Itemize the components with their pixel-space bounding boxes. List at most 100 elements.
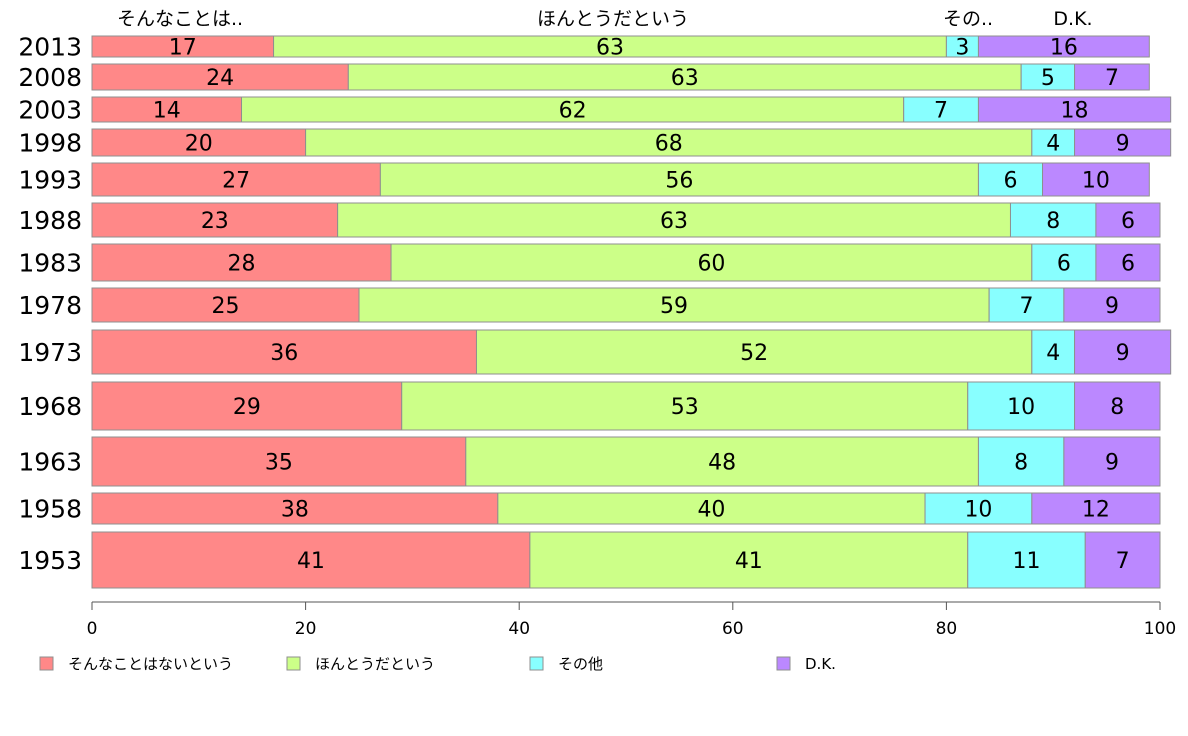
- bar-segment-1963-0: [91, 436, 467, 487]
- bar-segment-1993-0: [91, 162, 381, 197]
- bar-segment-1988-0: [91, 202, 339, 238]
- bar-segment-1988-3: [1095, 202, 1161, 238]
- year-label-1963: 1963: [18, 448, 82, 477]
- bar-segment-1983-0: [91, 243, 392, 282]
- bar-segment-1998-0: [91, 128, 307, 157]
- bar-segment-1973-1: [475, 329, 1033, 375]
- data-label-1978-3: 9: [1105, 294, 1119, 319]
- bar-segment-1953-1: [529, 531, 969, 589]
- bar-segment-1973-3: [1074, 329, 1172, 375]
- x-tick-label-40: 40: [508, 619, 530, 639]
- data-label-1958-3: 12: [1082, 498, 1110, 523]
- data-label-1968-2: 10: [1007, 395, 1035, 420]
- data-label-1998-2: 4: [1046, 132, 1060, 157]
- data-label-1993-0: 27: [222, 169, 250, 194]
- data-label-2008-3: 7: [1105, 66, 1119, 91]
- bar-segment-2003-1: [241, 96, 905, 123]
- bar-segment-2008-2: [1020, 63, 1076, 91]
- bar-segment-2003-0: [91, 96, 243, 123]
- legend-swatch-2: [529, 656, 544, 671]
- data-label-2013-0: 17: [169, 36, 197, 61]
- data-label-1988-0: 23: [201, 209, 229, 234]
- x-tick-label-80: 80: [936, 619, 958, 639]
- bar-segment-1963-1: [465, 436, 979, 487]
- bar-segment-1978-2: [988, 287, 1065, 323]
- bar-segment-1968-2: [967, 381, 1076, 431]
- data-label-2013-2: 3: [955, 36, 969, 61]
- data-label-1978-0: 25: [212, 294, 240, 319]
- bar-segment-1973-2: [1031, 329, 1076, 375]
- bar-segment-1988-1: [337, 202, 1011, 238]
- bar-segment-1998-2: [1031, 128, 1076, 157]
- bar-segment-1998-1: [305, 128, 1033, 157]
- data-label-1993-3: 10: [1082, 169, 1110, 194]
- data-label-1958-2: 10: [964, 498, 992, 523]
- data-label-1998-3: 9: [1116, 132, 1130, 157]
- data-label-1998-1: 68: [655, 132, 683, 157]
- data-label-2003-1: 62: [559, 99, 587, 124]
- data-label-1963-2: 8: [1014, 451, 1028, 476]
- data-label-1963-3: 9: [1105, 451, 1119, 476]
- data-label-1958-1: 40: [697, 498, 725, 523]
- year-label-1983: 1983: [18, 249, 82, 278]
- data-label-1958-0: 38: [281, 498, 309, 523]
- data-label-2008-1: 63: [671, 66, 699, 91]
- legend-label-1: ほんとうだという: [315, 655, 435, 673]
- data-label-1983-2: 6: [1057, 252, 1071, 277]
- legend-label-0: そんなことはないという: [68, 655, 233, 673]
- bar-segment-1973-0: [91, 329, 477, 375]
- data-label-1973-0: 36: [270, 341, 298, 366]
- x-tick-label-60: 60: [722, 619, 744, 639]
- bar-segment-1958-0: [91, 492, 499, 525]
- data-label-1988-3: 6: [1121, 209, 1135, 234]
- bar-segment-1993-3: [1042, 162, 1150, 197]
- data-label-2003-0: 14: [153, 99, 181, 124]
- legend-label-2: その他: [558, 655, 603, 673]
- legend-swatch-0: [39, 656, 54, 671]
- bar-segment-1963-3: [1063, 436, 1161, 487]
- data-label-1953-0: 41: [297, 549, 325, 574]
- bar-segment-1983-1: [390, 243, 1033, 282]
- data-label-1983-3: 6: [1121, 252, 1135, 277]
- legend-label-3: D.K.: [805, 655, 836, 673]
- data-label-2003-2: 7: [934, 99, 948, 124]
- bar-segment-2008-0: [91, 63, 349, 91]
- year-label-2003: 2003: [18, 96, 82, 125]
- x-tick-label-100: 100: [1144, 619, 1176, 639]
- year-label-2008: 2008: [18, 63, 82, 92]
- column-header-3: D.K.: [1053, 8, 1092, 30]
- bar-segment-2003-3: [977, 96, 1172, 123]
- year-label-1968: 1968: [18, 392, 82, 421]
- data-label-1988-2: 8: [1046, 209, 1060, 234]
- bar-segment-1998-3: [1074, 128, 1172, 157]
- data-label-1963-1: 48: [708, 451, 736, 476]
- data-label-1998-0: 20: [185, 132, 213, 157]
- bar-segment-1983-3: [1095, 243, 1161, 282]
- data-label-2008-2: 5: [1041, 66, 1055, 91]
- year-label-1973: 1973: [18, 338, 82, 367]
- bar-segment-2013-3: [977, 35, 1150, 58]
- data-label-1973-1: 52: [740, 341, 768, 366]
- bar-segment-1958-1: [497, 492, 926, 525]
- legend-swatch-1: [286, 656, 301, 671]
- bar-segment-2003-2: [903, 96, 979, 123]
- data-label-1983-0: 28: [228, 252, 256, 277]
- data-label-1988-1: 63: [660, 209, 688, 234]
- year-label-2013: 2013: [18, 33, 82, 62]
- column-header-1: ほんとうだという: [537, 8, 689, 30]
- data-label-1963-0: 35: [265, 451, 293, 476]
- year-label-1993: 1993: [18, 166, 82, 195]
- bar-segment-1958-3: [1031, 492, 1161, 525]
- bar-segment-1953-0: [91, 531, 531, 589]
- data-label-1983-1: 60: [697, 252, 725, 277]
- data-label-1978-2: 7: [1020, 294, 1034, 319]
- data-label-1993-1: 56: [665, 169, 693, 194]
- data-label-1968-1: 53: [671, 395, 699, 420]
- bar-segment-1968-3: [1074, 381, 1161, 431]
- year-label-1978: 1978: [18, 291, 82, 320]
- bar-segment-1993-1: [379, 162, 979, 197]
- data-label-1978-1: 59: [660, 294, 688, 319]
- data-label-2008-0: 24: [206, 66, 234, 91]
- data-label-2013-3: 16: [1050, 36, 1078, 61]
- x-tick-label-0: 0: [87, 619, 98, 639]
